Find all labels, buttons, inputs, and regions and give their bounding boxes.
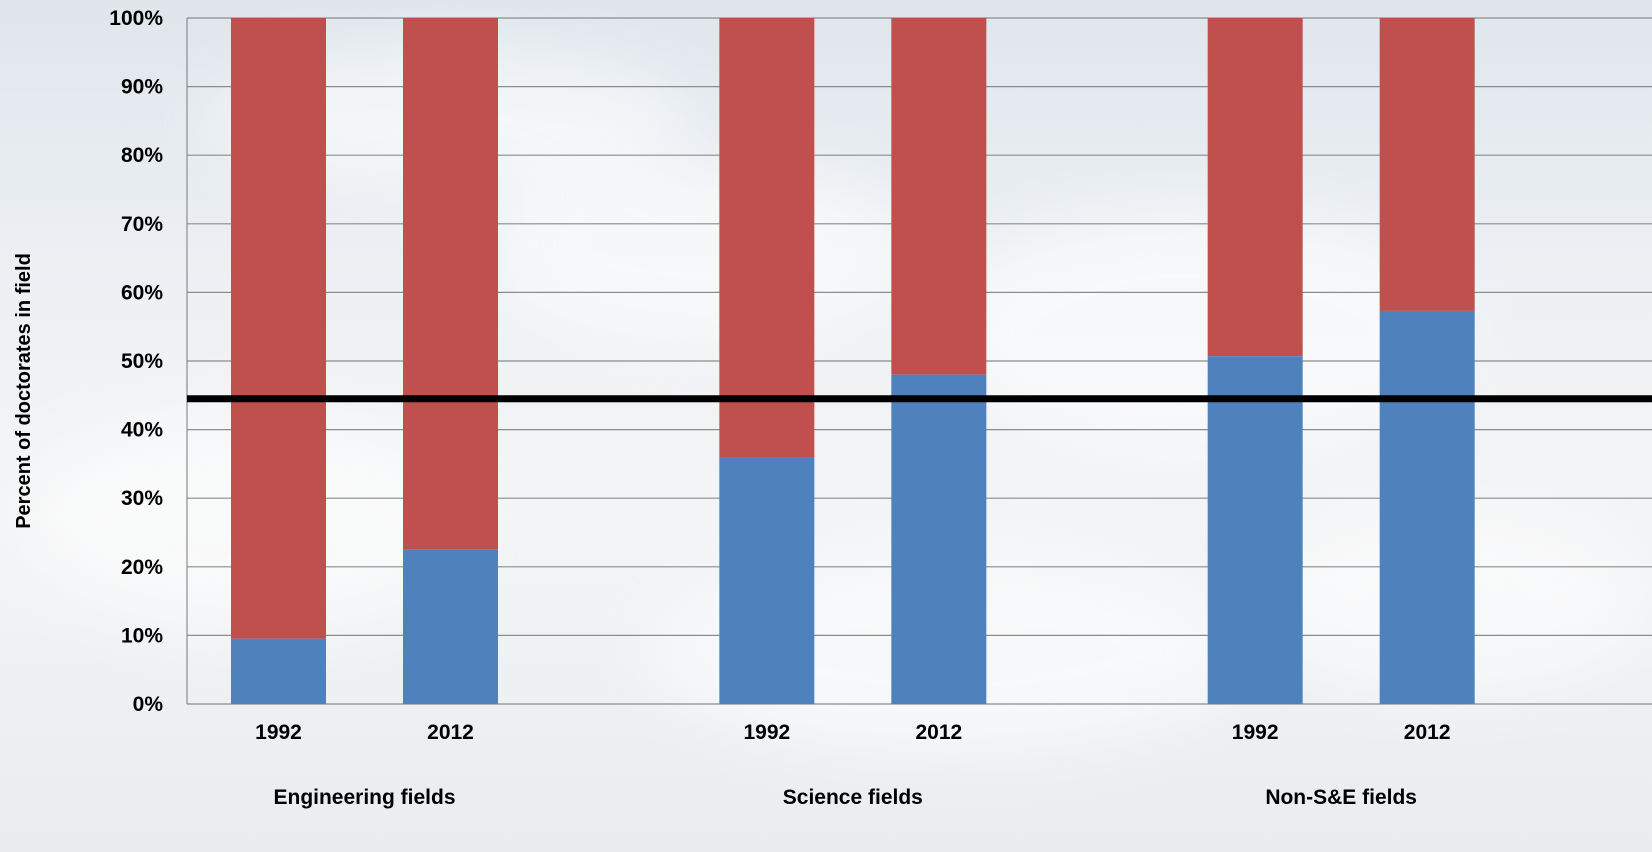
y-tick-label: 80%	[121, 144, 163, 167]
y-tick-label: 30%	[121, 487, 163, 510]
y-tick-label: 10%	[121, 624, 163, 647]
y-tick-label: 90%	[121, 76, 163, 99]
bar-segment-bottom	[1379, 310, 1475, 704]
bars	[231, 18, 1475, 704]
y-tick-label: 60%	[121, 281, 163, 304]
bar-segment-bottom	[403, 549, 498, 704]
x-group-label: Non-S&E fields	[1265, 786, 1417, 809]
y-tick-label: 0%	[133, 693, 164, 716]
bar-segment-bottom	[1207, 356, 1303, 704]
y-tick-label: 20%	[121, 556, 163, 579]
bar-segment-top	[403, 18, 498, 550]
bar-segment-bottom	[719, 457, 815, 704]
bar-segment-top	[891, 18, 987, 375]
bar-segment-bottom	[891, 374, 987, 704]
x-tick-label-year: 1992	[1232, 721, 1279, 744]
x-axis-labels: 1992 2012 Engineering fields 1992 2012 Scienc…	[255, 721, 1450, 809]
y-tick-label: 50%	[121, 350, 163, 373]
x-tick-label-year: 2012	[915, 721, 962, 744]
bar-segment-top	[231, 18, 326, 639]
x-tick-label-year: 1992	[743, 721, 790, 744]
y-tick-label: 100%	[109, 7, 163, 30]
bar-segment-top	[719, 18, 815, 458]
y-axis-title: Percent of doctorates in field	[13, 253, 35, 529]
y-tick-label: 70%	[121, 213, 163, 236]
bar-segment-top	[1379, 18, 1475, 311]
x-group-label: Engineering fields	[273, 786, 455, 809]
x-tick-label-year: 1992	[255, 721, 302, 744]
x-tick-label-year: 2012	[1404, 721, 1451, 744]
x-tick-label-year: 2012	[427, 721, 474, 744]
y-tick-label: 40%	[121, 419, 163, 442]
bar-segment-bottom	[231, 638, 326, 704]
bar-segment-top	[1207, 18, 1303, 357]
y-axis-title-group: Percent of doctorates in field	[13, 253, 35, 529]
x-group-label: Science fields	[783, 786, 923, 809]
y-axis-ticks: 0% 10% 20% 30% 40% 50% 60% 70% 80% 90% 100%	[109, 7, 163, 716]
